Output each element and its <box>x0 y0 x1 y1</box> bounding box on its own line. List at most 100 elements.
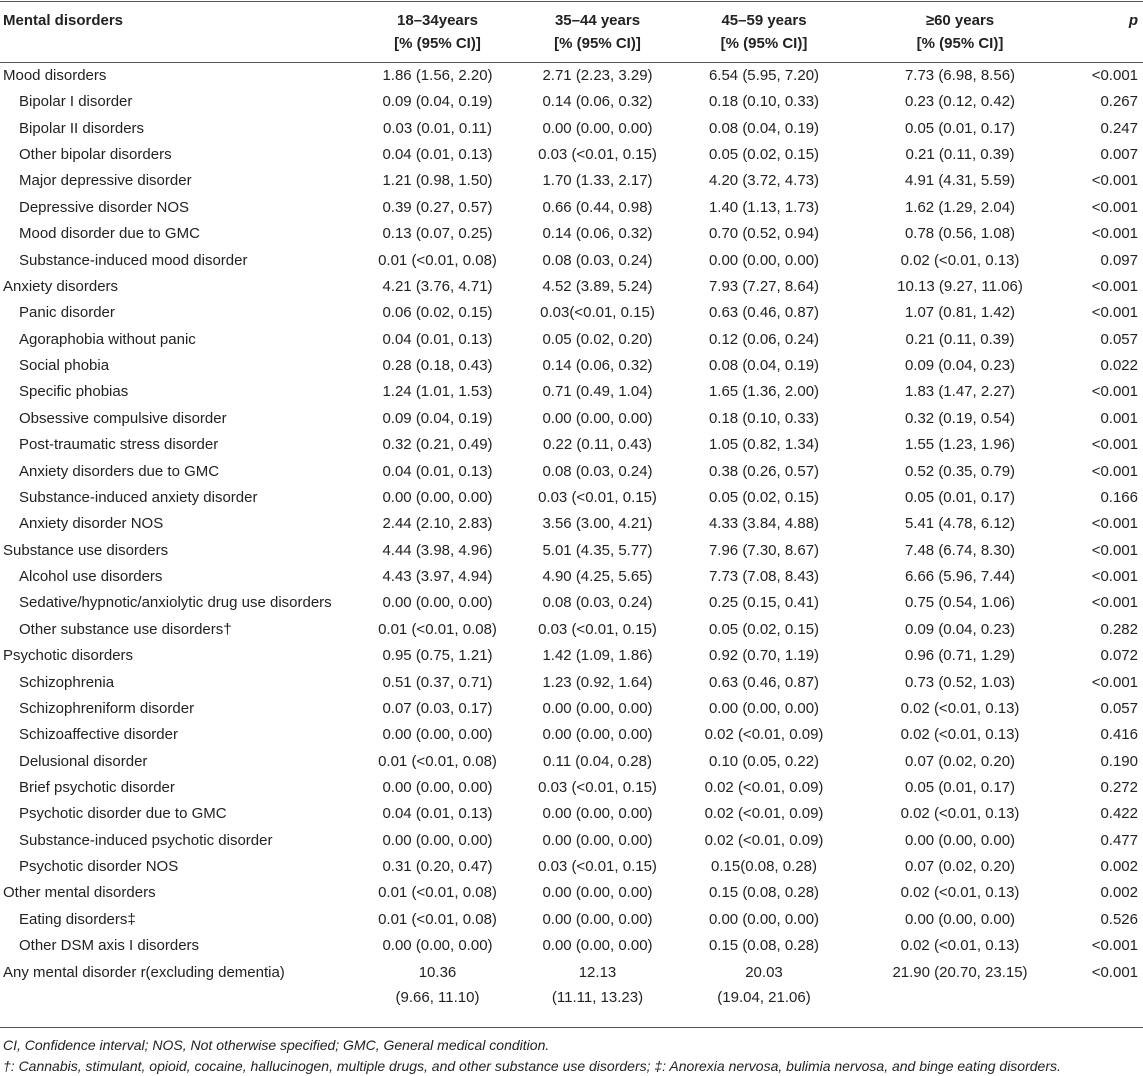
category-label: Any mental disorder r(excluding dementia… <box>3 963 285 981</box>
data-cell: 0.38 (0.26, 0.57) <box>708 462 820 480</box>
data-cell: 0.12 (0.06, 0.24) <box>708 330 820 348</box>
data-cell: 0.03 (<0.01, 0.15) <box>538 778 657 796</box>
header-cell: 45–59 years [% (95% CI)] <box>720 12 808 52</box>
data-cell: 0.02 (<0.01, 0.09) <box>704 778 824 796</box>
data-cell: <0.001 <box>1091 462 1138 480</box>
data-cell: 0.097 <box>1100 251 1138 269</box>
data-cell: 0.00 (0.00, 0.00) <box>542 699 653 717</box>
data-cell: 0.01 (<0.01, 0.08) <box>378 752 497 770</box>
data-cell: 0.00 (0.00, 0.00) <box>382 937 493 955</box>
top-rule <box>0 1 1143 2</box>
data-cell: 0.267 <box>1100 93 1138 111</box>
subcategory-label: Substance-induced psychotic disorder <box>19 831 273 849</box>
subcategory-label: Mood disorder due to GMC <box>19 225 200 243</box>
data-cell: 7.48 (6.74, 8.30) <box>904 541 1016 559</box>
data-cell: 20.03 (19.04, 21.06) <box>717 963 811 1006</box>
data-cell: 0.08 (0.03, 0.24) <box>542 251 653 269</box>
data-cell: 0.00 (0.00, 0.00) <box>542 884 653 902</box>
data-cell: 0.05 (0.02, 0.20) <box>542 330 653 348</box>
data-cell: 0.09 (0.04, 0.23) <box>904 620 1016 638</box>
data-cell: <0.001 <box>1091 436 1138 454</box>
subcategory-label: Bipolar II disorders <box>19 119 145 137</box>
data-cell: 0.28 (0.18, 0.43) <box>382 357 493 375</box>
data-cell: 2.44 (2.10, 2.83) <box>382 515 493 533</box>
data-cell: 0.002 <box>1100 884 1138 902</box>
data-cell: 0.02 (<0.01, 0.13) <box>900 937 1020 955</box>
data-cell: 0.22 (0.11, 0.43) <box>543 436 652 454</box>
data-cell: 0.001 <box>1100 409 1138 427</box>
data-cell: 3.56 (3.00, 4.21) <box>542 515 653 533</box>
data-cell: 0.08 (0.04, 0.19) <box>708 357 820 375</box>
data-cell: 0.00 (0.00, 0.00) <box>542 409 653 427</box>
data-cell: 4.20 (3.72, 4.73) <box>708 172 820 190</box>
data-cell: 1.65 (1.36, 2.00) <box>708 383 820 401</box>
data-cell: 0.01 (<0.01, 0.08) <box>378 884 497 902</box>
data-cell: 0.09 (0.04, 0.19) <box>382 93 493 111</box>
data-cell: 4.21 (3.76, 4.71) <box>382 277 493 295</box>
data-cell: 0.07 (0.02, 0.20) <box>904 858 1016 876</box>
data-cell: 0.05 (0.01, 0.17) <box>904 119 1016 137</box>
data-cell: 0.05 (0.02, 0.15) <box>708 620 820 638</box>
data-cell: 0.51 (0.37, 0.71) <box>382 673 493 691</box>
data-cell: 0.03 (<0.01, 0.15) <box>538 620 657 638</box>
data-cell: 4.90 (4.25, 5.65) <box>542 568 653 586</box>
data-cell: 0.14 (0.06, 0.32) <box>542 93 653 111</box>
data-cell: 0.11 (0.04, 0.28) <box>543 752 652 770</box>
header-cell: 18–34years [% (95% CI)] <box>394 12 481 52</box>
data-cell: 0.39 (0.27, 0.57) <box>382 198 493 216</box>
data-cell: 1.86 (1.56, 2.20) <box>382 67 493 84</box>
data-cell: 7.96 (7.30, 8.67) <box>708 541 820 559</box>
subcategory-label: Specific phobias <box>19 383 129 401</box>
data-cell: 0.477 <box>1100 831 1138 849</box>
data-cell: 0.03 (0.01, 0.11) <box>383 119 492 137</box>
subcategory-label: Post-traumatic stress disorder <box>19 436 219 454</box>
data-cell: 0.00 (0.00, 0.00) <box>708 699 820 717</box>
data-cell: 1.24 (1.01, 1.53) <box>382 383 493 401</box>
data-cell: 1.62 (1.29, 2.04) <box>904 198 1016 216</box>
data-cell: 0.03 (<0.01, 0.15) <box>538 146 657 164</box>
data-cell: 0.002 <box>1100 858 1138 876</box>
category-label: Psychotic disorders <box>3 647 134 665</box>
data-cell: 0.23 (0.12, 0.42) <box>904 93 1016 111</box>
data-cell: <0.001 <box>1091 568 1138 586</box>
data-cell: 7.73 (6.98, 8.56) <box>904 67 1016 84</box>
data-cell: 0.01 (<0.01, 0.08) <box>378 910 497 928</box>
subcategory-label: Brief psychotic disorder <box>19 778 175 796</box>
data-cell: 0.05 (0.01, 0.17) <box>904 488 1016 506</box>
subcategory-label: Major depressive disorder <box>19 172 192 190</box>
subcategory-label: Psychotic disorder due to GMC <box>19 805 227 823</box>
subcategory-label: Sedative/hypnotic/anxiolytic drug use di… <box>19 594 332 612</box>
category-label: Other mental disorders <box>3 884 156 902</box>
subcategory-label: Anxiety disorder NOS <box>19 515 164 533</box>
data-cell: 0.15(0.08, 0.28) <box>711 858 817 876</box>
data-cell: 0.92 (0.70, 1.19) <box>708 647 820 665</box>
subcategory-label: Substance-induced mood disorder <box>19 251 248 269</box>
data-cell: <0.001 <box>1091 937 1138 955</box>
data-cell: 0.01 (<0.01, 0.08) <box>378 251 497 269</box>
data-cell: 0.09 (0.04, 0.19) <box>382 409 493 427</box>
header-cell: p <box>1128 12 1138 29</box>
data-cell: 0.03 (<0.01, 0.15) <box>538 488 657 506</box>
data-cell: <0.001 <box>1091 541 1138 559</box>
footnote: CI, Confidence interval; NOS, Not otherw… <box>3 1037 550 1053</box>
data-cell: 0.02 (<0.01, 0.09) <box>704 805 824 823</box>
data-cell: 0.00 (0.00, 0.00) <box>904 831 1016 849</box>
data-cell: 0.057 <box>1100 330 1138 348</box>
data-cell: 2.71 (2.23, 3.29) <box>542 67 653 84</box>
data-cell: 0.02 (<0.01, 0.13) <box>900 726 1020 744</box>
data-cell: 0.07 (0.02, 0.20) <box>904 752 1016 770</box>
data-cell: 5.41 (4.78, 6.12) <box>904 515 1016 533</box>
data-cell: 0.02 (<0.01, 0.13) <box>900 884 1020 902</box>
data-cell: 4.33 (3.84, 4.88) <box>708 515 820 533</box>
data-cell: 0.02 (<0.01, 0.13) <box>900 251 1020 269</box>
subcategory-label: Depressive disorder NOS <box>19 198 190 216</box>
data-cell: 0.15 (0.08, 0.28) <box>708 884 820 902</box>
data-cell: <0.001 <box>1091 198 1138 216</box>
footnote: †: Cannabis, stimulant, opioid, cocaine,… <box>3 1058 1061 1074</box>
subcategory-label: Schizophrenia <box>19 673 115 691</box>
data-cell: 0.15 (0.08, 0.28) <box>708 937 820 955</box>
category-label: Substance use disorders <box>3 541 169 559</box>
data-cell: 0.00 (0.00, 0.00) <box>904 910 1016 928</box>
data-cell: 0.526 <box>1100 910 1138 928</box>
